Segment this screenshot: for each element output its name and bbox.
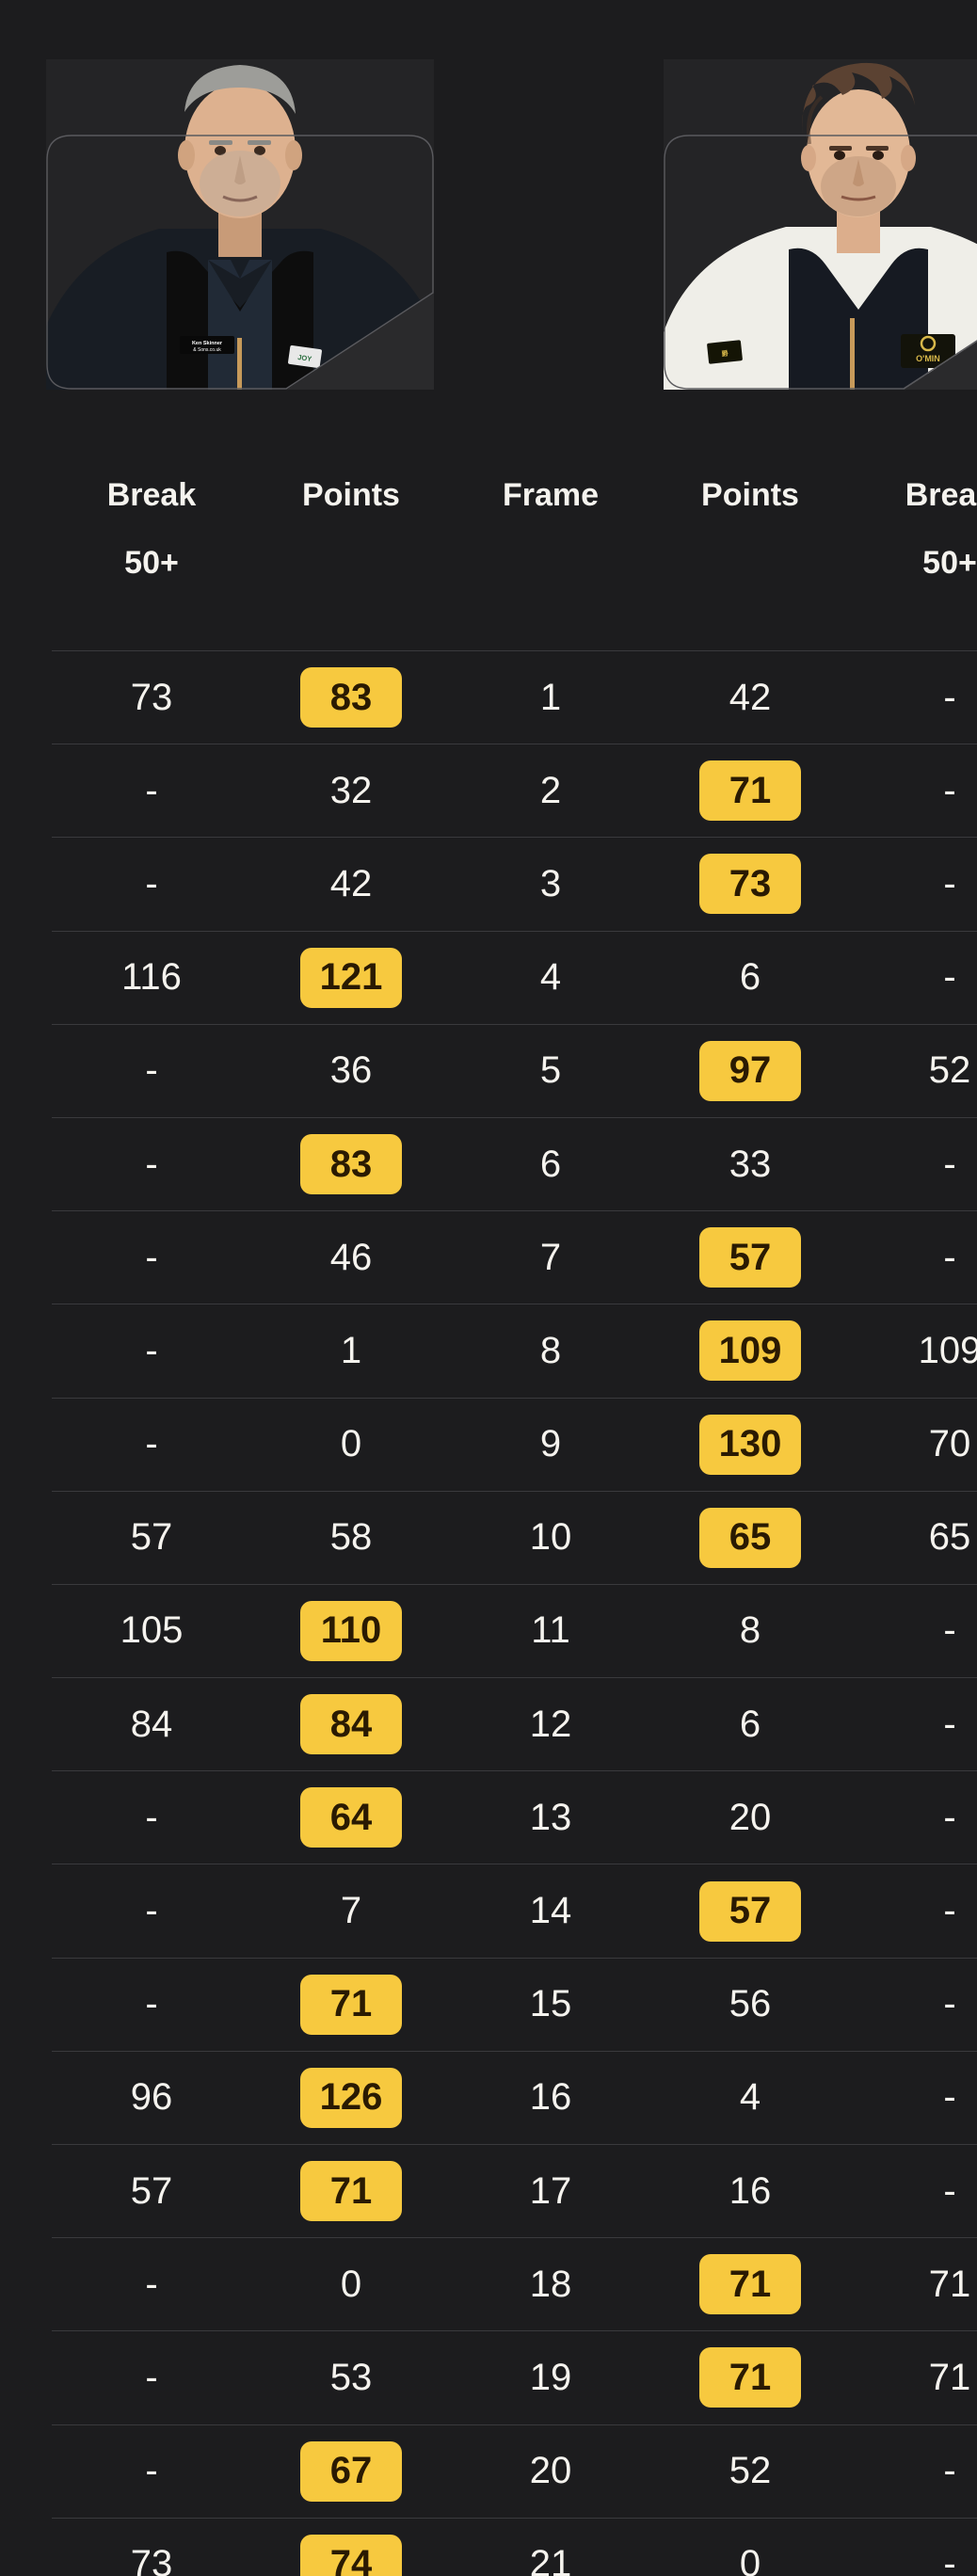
- svg-text:Ken Skinner: Ken Skinner: [192, 341, 223, 346]
- svg-text:& Sons.co.uk: & Sons.co.uk: [193, 347, 221, 353]
- svg-text:O'MIN: O'MIN: [916, 354, 940, 363]
